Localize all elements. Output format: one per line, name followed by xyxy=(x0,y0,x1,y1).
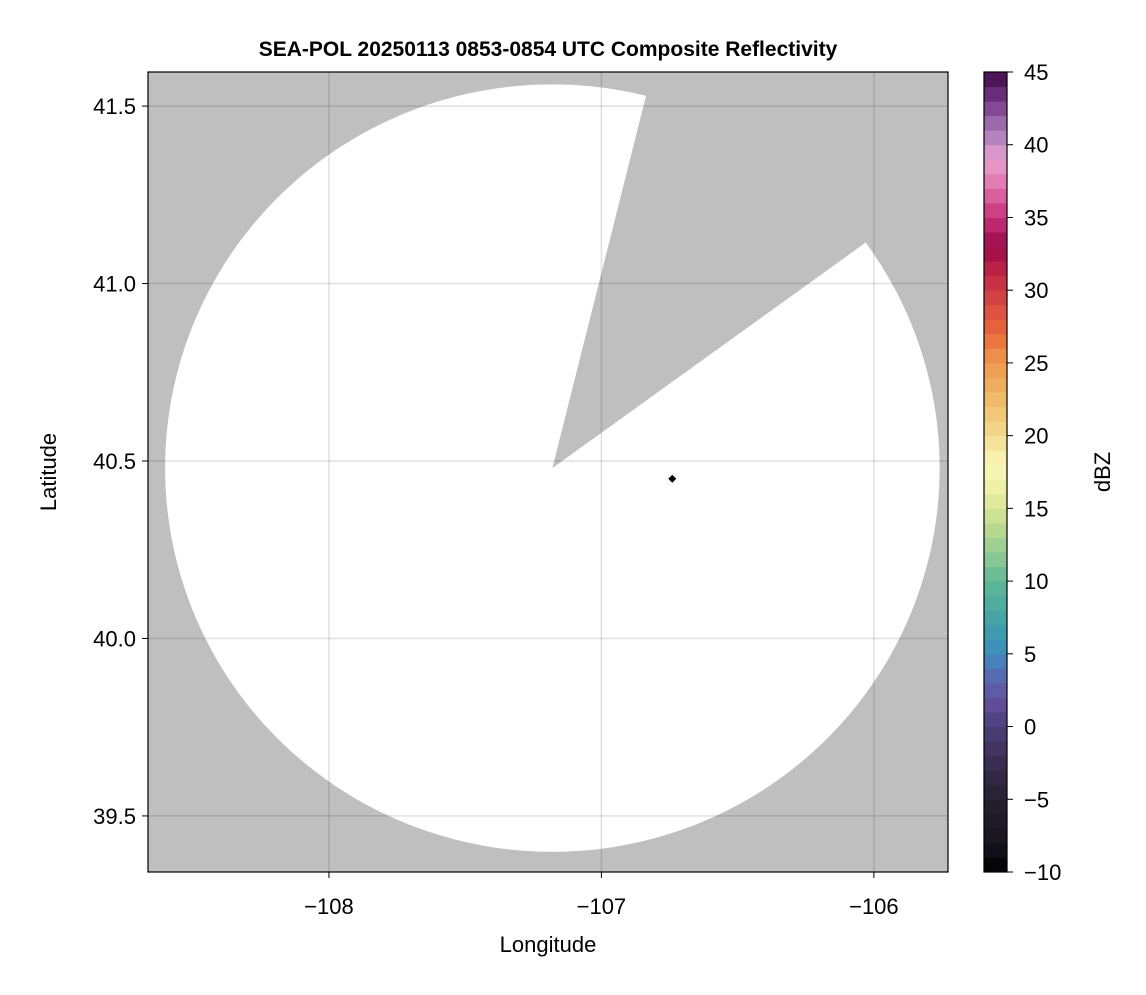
colorbar-bin xyxy=(984,581,1007,597)
colorbar-bin xyxy=(984,828,1007,844)
colorbar-bin xyxy=(984,246,1007,262)
colorbar-bin xyxy=(984,159,1007,175)
colorbar-bin xyxy=(984,552,1007,568)
colorbar-bin xyxy=(984,435,1007,451)
colorbar-tick-label: 45 xyxy=(1024,60,1048,85)
colorbar-bin xyxy=(984,813,1007,829)
colorbar-bin xyxy=(984,610,1007,626)
colorbar-tick-label: 5 xyxy=(1024,642,1036,667)
colorbar-bin xyxy=(984,188,1007,204)
colorbar-bin xyxy=(984,421,1007,437)
colorbar-frame xyxy=(983,71,1008,873)
colorbar-tick-label: 15 xyxy=(1024,496,1048,521)
colorbar-bin xyxy=(984,799,1007,815)
colorbar-bin xyxy=(984,377,1007,393)
colorbar-bin xyxy=(984,566,1007,582)
colorbar-bin xyxy=(984,450,1007,466)
radar-coverage-area xyxy=(165,84,940,852)
colorbar-bin xyxy=(984,86,1007,102)
colorbar-bin xyxy=(984,770,1007,786)
colorbar-bin xyxy=(984,173,1007,189)
y-axis-label: Latitude xyxy=(36,433,61,511)
colorbar: −10 −5 0 5 10 15 20 25 30 35 40 45 xyxy=(983,60,1061,885)
y-tick-label: 41.0 xyxy=(93,272,136,297)
colorbar-tick-label: −5 xyxy=(1024,787,1049,812)
colorbar-bin xyxy=(984,290,1007,306)
colorbar-tick-label: 35 xyxy=(1024,205,1048,230)
colorbar-bin xyxy=(984,130,1007,146)
colorbar-bin xyxy=(984,202,1007,218)
colorbar-bin xyxy=(984,144,1007,160)
colorbar-bin xyxy=(984,653,1007,669)
colorbar-label: dBZ xyxy=(1090,452,1115,492)
colorbar-bin xyxy=(984,639,1007,655)
colorbar-bin xyxy=(984,101,1007,117)
x-tick-label: −106 xyxy=(849,894,899,919)
colorbar-bin xyxy=(984,304,1007,320)
colorbar-bin xyxy=(984,726,1007,742)
colorbar-bin xyxy=(984,319,1007,335)
colorbar-bin xyxy=(984,261,1007,277)
colorbar-tick-label: 40 xyxy=(1024,133,1048,158)
y-tick-label: 41.5 xyxy=(93,94,136,119)
colorbar-tick-label: 20 xyxy=(1024,424,1048,449)
radar-marker xyxy=(668,474,677,483)
colorbar-tick-label: 25 xyxy=(1024,351,1048,376)
colorbar-bin xyxy=(984,697,1007,713)
x-tick-label: −107 xyxy=(577,894,627,919)
y-tick-label: 39.5 xyxy=(93,804,136,829)
colorbar-bin xyxy=(984,493,1007,509)
colorbar-bin xyxy=(984,508,1007,524)
plot-frame xyxy=(147,71,949,873)
colorbar-bin xyxy=(984,348,1007,364)
colorbar-bin xyxy=(984,464,1007,480)
colorbar-bin xyxy=(984,712,1007,728)
colorbar-bin xyxy=(984,392,1007,408)
y-tick-label: 40.5 xyxy=(93,449,136,474)
colorbar-tick-label: 0 xyxy=(1024,715,1036,740)
x-tick-label: −108 xyxy=(304,894,354,919)
colorbar-bin xyxy=(984,741,1007,757)
colorbar-bin xyxy=(984,842,1007,858)
colorbar-bin xyxy=(984,682,1007,698)
colorbar-bin xyxy=(984,275,1007,291)
colorbar-bin xyxy=(984,595,1007,611)
x-axis-label: Longitude xyxy=(500,932,597,957)
plot-area xyxy=(148,72,948,872)
y-tick-label: 40.0 xyxy=(93,626,136,651)
colorbar-bin xyxy=(984,479,1007,495)
colorbar-bin xyxy=(984,668,1007,684)
colorbar-bin xyxy=(984,72,1007,88)
colorbar-bin xyxy=(984,857,1007,873)
colorbar-bin xyxy=(984,362,1007,378)
axes: −108 −107 −106 39.5 40.0 40.5 41.0 41.5 xyxy=(93,71,949,919)
colorbar-bin xyxy=(984,333,1007,349)
colorbar-bin xyxy=(984,406,1007,422)
colorbar-bin xyxy=(984,784,1007,800)
colorbar-bin xyxy=(984,624,1007,640)
colorbar-bin xyxy=(984,217,1007,233)
colorbar-bin xyxy=(984,537,1007,553)
colorbar-bin xyxy=(984,232,1007,248)
colorbar-tick-label: −10 xyxy=(1024,860,1061,885)
colorbar-tick-label: 30 xyxy=(1024,278,1048,303)
colorbar-bin xyxy=(984,522,1007,538)
colorbar-bin xyxy=(984,115,1007,131)
chart-title: SEA-POL 20250113 0853-0854 UTC Composite… xyxy=(259,38,838,61)
colorbar-bin xyxy=(984,755,1007,771)
colorbar-tick-label: 10 xyxy=(1024,569,1048,594)
